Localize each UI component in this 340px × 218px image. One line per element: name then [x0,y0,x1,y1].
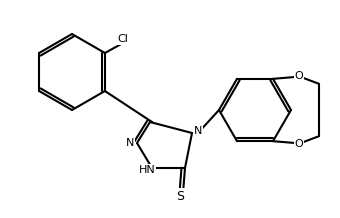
Text: O: O [295,139,303,149]
Text: O: O [295,71,303,81]
Text: Cl: Cl [118,34,128,44]
Text: HN: HN [139,165,155,175]
Text: S: S [176,189,184,203]
Text: N: N [126,138,134,148]
Text: N: N [194,126,202,136]
